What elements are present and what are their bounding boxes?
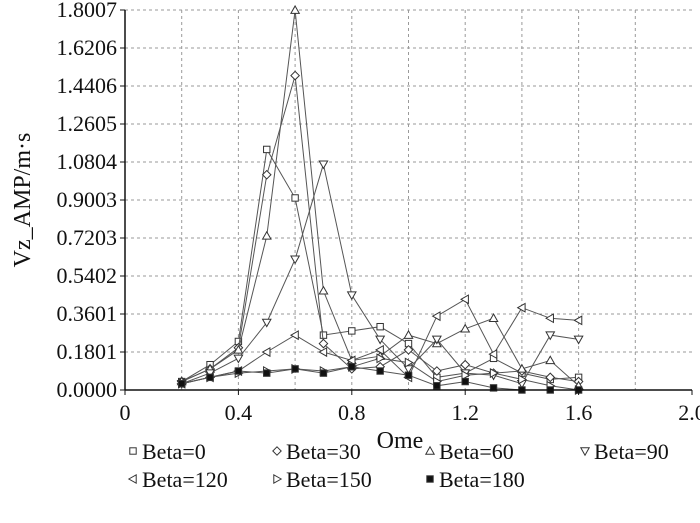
data-point [404, 331, 412, 338]
legend-label: Beta=120 [142, 467, 228, 492]
data-point [349, 364, 355, 370]
data-point [574, 336, 582, 343]
y-tick-label: 1.8007 [57, 0, 118, 22]
legend-label: Beta=90 [594, 439, 669, 464]
data-point [207, 374, 213, 380]
data-point [462, 378, 468, 384]
data-point [264, 370, 270, 376]
data-point [264, 146, 270, 152]
data-point [461, 295, 468, 303]
legend-marker [427, 476, 433, 482]
legend-label: Beta=180 [439, 467, 525, 492]
legend-item: Beta=180 [427, 467, 525, 492]
x-axis-title: Ome [377, 428, 424, 454]
legend-marker [274, 475, 281, 483]
y-tick-label: 1.4406 [57, 73, 118, 98]
legend-item: Beta=60 [426, 439, 514, 464]
y-tick-label: 0.5402 [57, 263, 118, 288]
data-point [461, 360, 469, 368]
data-point [546, 314, 553, 322]
legend-item: Beta=0 [130, 439, 206, 464]
data-point [377, 323, 383, 329]
legend-marker [130, 448, 136, 454]
x-tick-label: 0 [120, 400, 131, 425]
data-point [405, 372, 411, 378]
x-tick-label: 2.0 [678, 400, 700, 425]
legend-marker [273, 447, 281, 455]
y-tick-label: 1.0804 [57, 149, 118, 174]
y-tick-label: 0.1801 [57, 339, 118, 364]
legend-marker [426, 447, 434, 454]
data-point [320, 370, 326, 376]
data-point [319, 161, 327, 168]
legend-marker [129, 475, 136, 483]
data-point [433, 312, 440, 320]
y-tick-label: 0.0000 [57, 377, 118, 402]
data-point [349, 328, 355, 334]
x-tick-label: 0.4 [225, 400, 253, 425]
data-point [235, 368, 241, 374]
legend-item: Beta=120 [129, 467, 228, 492]
data-point [320, 332, 326, 338]
y-tick-label: 0.9003 [57, 187, 118, 212]
legend-label: Beta=0 [142, 439, 206, 464]
data-point [292, 195, 298, 201]
data-point [461, 325, 469, 332]
legend-label: Beta=60 [439, 439, 514, 464]
y-tick-label: 1.6206 [57, 35, 118, 60]
legend-item: Beta=150 [274, 467, 372, 492]
data-point [434, 383, 440, 389]
y-tick-label: 0.7203 [57, 225, 118, 250]
legend-item: Beta=30 [273, 439, 361, 464]
x-tick-label: 1.2 [451, 400, 479, 425]
x-tick-label: 1.6 [565, 400, 593, 425]
data-point [348, 292, 356, 299]
x-tick-label: 0.8 [338, 400, 366, 425]
legend-label: Beta=30 [286, 439, 361, 464]
data-point [179, 380, 185, 386]
data-point [291, 71, 299, 79]
y-axis-title: Vz_AMP/m·s [10, 133, 36, 268]
data-point [234, 355, 242, 362]
legend-marker [581, 448, 589, 455]
data-point [319, 348, 326, 356]
data-point [291, 6, 299, 13]
y-tick-label: 0.3601 [57, 301, 118, 326]
data-point [292, 366, 298, 372]
legend-label: Beta=150 [286, 467, 372, 492]
data-point [377, 368, 383, 374]
legend-item: Beta=90 [581, 439, 669, 464]
data-point [546, 356, 554, 363]
y-tick-label: 1.2605 [57, 111, 118, 136]
data-point [489, 314, 497, 321]
data-point [263, 232, 271, 239]
data-point [291, 256, 299, 263]
data-point [291, 331, 298, 339]
data-point [263, 348, 270, 356]
data-point [319, 287, 327, 294]
